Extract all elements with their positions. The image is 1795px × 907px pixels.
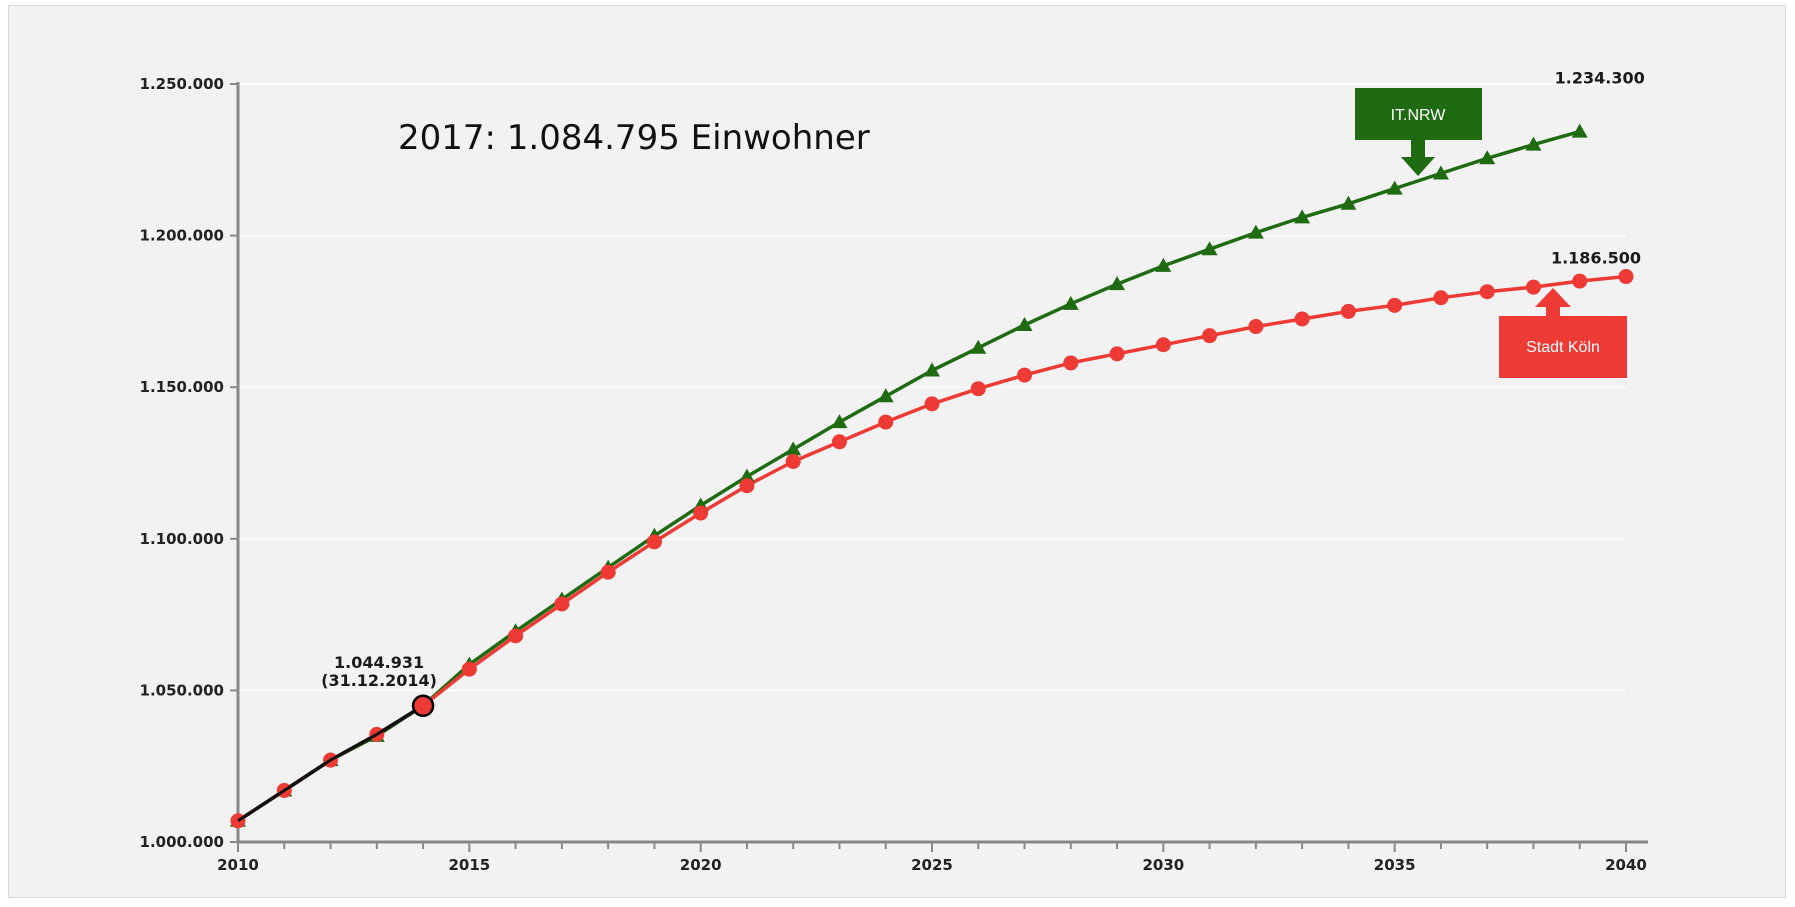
data-point-stadt-koeln [1572, 273, 1588, 289]
data-point-stadt-koeln [508, 628, 524, 644]
data-point-stadt-koeln [600, 564, 616, 580]
data-point-itnrw [738, 468, 755, 483]
data-point-stadt-koeln [831, 434, 847, 450]
data-point-stadt-koeln [924, 396, 940, 412]
x-tick-label: 2035 [1374, 856, 1416, 874]
x-tick-label: 2015 [448, 856, 490, 874]
data-point-stadt-koeln [1525, 279, 1541, 295]
y-tick-label: 1.050.000 [140, 681, 224, 699]
data-point-stadt-koeln [1618, 269, 1634, 285]
data-point-stadt-koeln [1479, 284, 1495, 300]
data-point-stadt-koeln [1155, 337, 1171, 353]
data-point-itnrw [1016, 317, 1033, 332]
annotation-date-2014: (31.12.2014) [321, 671, 437, 690]
data-point-itnrw [1294, 209, 1311, 224]
data-point-itnrw [924, 362, 940, 377]
data-point-itnrw [1571, 123, 1588, 138]
data-point-stadt-koeln [1387, 297, 1403, 313]
series-line-historic [237, 704, 424, 823]
data-point-itnrw [785, 441, 802, 456]
data-point-stadt-koeln [970, 381, 986, 397]
data-point-itnrw [1062, 295, 1079, 310]
data-point-stadt-koeln [739, 478, 755, 494]
data-point-itnrw [1155, 257, 1172, 272]
data-point-stadt-koeln [554, 596, 570, 612]
y-tick-label: 1.100.000 [140, 530, 224, 548]
data-point-itnrw [970, 339, 987, 354]
x-tick-label: 2040 [1605, 856, 1647, 874]
callout-arrow-stadt-koeln [1535, 288, 1571, 318]
data-point-stadt-koeln [1017, 367, 1033, 383]
y-tick-label: 1.200.000 [140, 227, 224, 245]
x-tick-label: 2030 [1142, 856, 1184, 874]
x-tick-label: 2010 [217, 856, 259, 874]
data-point-stadt-koeln [1294, 311, 1310, 327]
data-point-itnrw [1525, 136, 1542, 151]
data-point-stadt-koeln [785, 453, 801, 469]
y-tick-label: 1.250.000 [140, 75, 224, 93]
data-point-stadt-koeln [878, 414, 894, 430]
data-point-stadt-koeln [1433, 290, 1449, 306]
chart-frame [8, 5, 1786, 898]
callout-box-itnrw [1355, 88, 1482, 140]
callout-arrow-itnrw [1401, 140, 1435, 176]
y-tick-label: 1.000.000 [140, 833, 224, 851]
data-point-stadt-koeln [461, 661, 477, 677]
data-point-itnrw [1386, 180, 1403, 195]
data-point-stadt-koeln [1248, 319, 1264, 335]
data-point-itnrw [831, 414, 848, 429]
series-line-2 [237, 274, 1627, 823]
annotation-end-stadt-koeln: 1.186.500 [1551, 249, 1641, 268]
callout-box-stadt-koeln [1499, 316, 1627, 378]
chart-headline: 2017: 1.084.795 Einwohner [398, 118, 870, 158]
annotation-end-itnrw: 1.234.300 [1555, 69, 1645, 88]
annotation-value-2014: 1.044.931 [334, 653, 424, 672]
x-tick-label: 2025 [911, 856, 953, 874]
series-line-1 [237, 129, 1581, 823]
data-point-stadt-koeln [1340, 303, 1356, 319]
data-point-itnrw [1479, 150, 1496, 165]
x-tick-label: 2020 [680, 856, 722, 874]
data-point-stadt-koeln [693, 505, 709, 521]
data-point-itnrw [1432, 165, 1449, 180]
callout-label-itnrw: IT.NRW [1391, 107, 1447, 124]
callout-label-stadt-koeln: Stadt Köln [1526, 339, 1600, 356]
y-tick-label: 1.150.000 [140, 378, 224, 396]
data-point-stadt-koeln [1063, 355, 1079, 371]
data-point-itnrw [877, 388, 894, 403]
data-point-itnrw [1201, 241, 1218, 256]
data-point-itnrw [1247, 224, 1264, 239]
data-point-itnrw [1109, 276, 1126, 291]
data-point-itnrw [1340, 195, 1357, 210]
data-point-stadt-koeln [1202, 328, 1218, 344]
data-point-stadt-koeln [1109, 346, 1125, 362]
highlight-point-2014 [411, 694, 435, 718]
data-point-stadt-koeln [646, 534, 662, 550]
